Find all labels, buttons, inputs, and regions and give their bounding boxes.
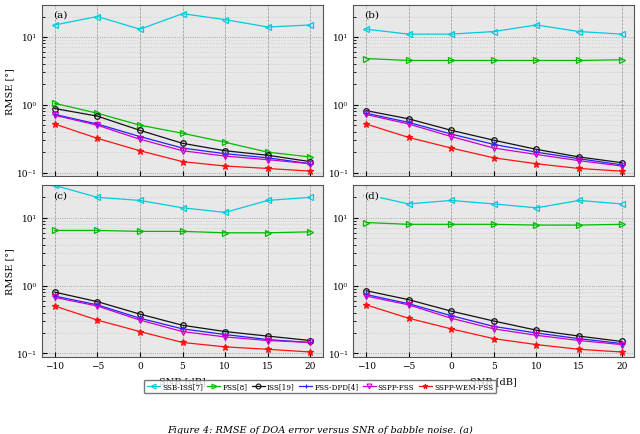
Text: (a): (a) xyxy=(53,11,68,20)
X-axis label: SNR [dB]: SNR [dB] xyxy=(159,376,206,385)
Y-axis label: RMSE [°]: RMSE [°] xyxy=(6,68,15,114)
Y-axis label: RMSE [°]: RMSE [°] xyxy=(6,248,15,295)
Text: (c): (c) xyxy=(53,191,67,200)
X-axis label: SNR [dB]: SNR [dB] xyxy=(470,376,517,385)
Text: Figure 4: RMSE of DOA error versus SNR of babble noise. (a): Figure 4: RMSE of DOA error versus SNR o… xyxy=(167,425,473,434)
Text: (d): (d) xyxy=(365,191,380,200)
Legend: SSB-ISS[7], FSS[8], ISS[19], FSS-DPD[4], SSPP-FSS, SSPP-WEM-FSS: SSB-ISS[7], FSS[8], ISS[19], FSS-DPD[4],… xyxy=(144,380,496,394)
Text: (b): (b) xyxy=(365,11,380,20)
